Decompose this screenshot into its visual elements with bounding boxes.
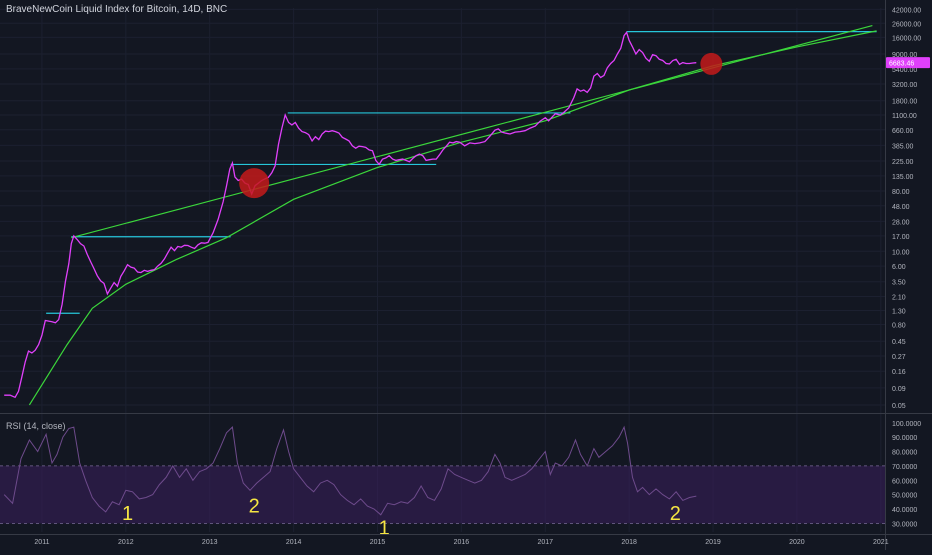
- x-tick-label: 2015: [370, 539, 386, 546]
- x-tick-label: 2020: [789, 539, 805, 546]
- price-tick-label: 0.05: [892, 403, 906, 410]
- x-tick-label: 2014: [286, 539, 302, 546]
- rsi-tick-label: 80.0000: [892, 450, 917, 457]
- price-tick-label: 2.10: [892, 295, 906, 302]
- rsi-annotation: 1: [379, 517, 390, 539]
- rsi-tick-label: 50.0000: [892, 493, 917, 500]
- price-tick-label: 1800.00: [892, 99, 917, 106]
- x-tick-label: 2016: [454, 539, 470, 546]
- price-tick-label: 3.50: [892, 280, 906, 287]
- price-tick-label: 0.80: [892, 323, 906, 330]
- price-tick-label: 80.00: [892, 189, 910, 196]
- x-tick-label: 2012: [118, 539, 134, 546]
- price-tick-label: 225.00: [892, 159, 914, 166]
- rsi-tick-label: 70.0000: [892, 464, 917, 471]
- rsi-tick-label: 40.0000: [892, 507, 917, 514]
- x-tick-label: 2011: [34, 539, 49, 546]
- price-tick-label: 16000.00: [892, 35, 921, 42]
- rsi-band: [0, 465, 885, 524]
- x-tick-label: 2013: [202, 539, 218, 546]
- price-tick-label: 135.00: [892, 174, 914, 181]
- price-tick-label: 17.00: [892, 234, 910, 241]
- rsi-annotation: 2: [670, 503, 681, 525]
- price-tick-label: 28.00: [892, 219, 910, 226]
- price-tick-label: 660.00: [892, 128, 914, 135]
- highlight-circle: [700, 52, 723, 75]
- rsi-tick-label: 30.0000: [892, 521, 917, 528]
- rsi-tick-label: 90.0000: [892, 435, 917, 442]
- x-tick-label: 2019: [705, 539, 721, 546]
- price-tick-label: 6.00: [892, 264, 906, 271]
- trend-line: [71, 25, 873, 239]
- price-tick-label: 1.30: [892, 308, 906, 315]
- price-tick-label: 1100.00: [892, 113, 917, 120]
- price-tick-label: 9000.00: [892, 52, 917, 59]
- current-price-label: 6683.46: [889, 61, 914, 68]
- chart-title: BraveNewCoin Liquid Index for Bitcoin, 1…: [6, 4, 228, 15]
- price-tick-label: 0.27: [892, 354, 906, 361]
- rsi-tick-label: 100.0000: [892, 421, 921, 428]
- price-tick-label: 26000.00: [892, 21, 921, 28]
- price-tick-label: 48.00: [892, 204, 910, 211]
- price-series-line: [4, 31, 697, 399]
- price-tick-label: 5400.00: [892, 67, 917, 74]
- x-tick-label: 2018: [621, 539, 637, 546]
- support-curve: [28, 30, 877, 406]
- rsi-tick-label: 60.0000: [892, 478, 917, 485]
- current-price-badge: [886, 57, 930, 69]
- price-tick-label: 3200.00: [892, 82, 917, 89]
- price-tick-label: 10.00: [892, 249, 910, 256]
- price-tick-label: 0.45: [892, 339, 906, 346]
- rsi-annotation: 1: [122, 503, 133, 525]
- rsi-title: RSI (14, close): [6, 421, 66, 431]
- x-tick-label: 2021: [873, 539, 889, 546]
- rsi-series-line: [3, 425, 697, 516]
- price-tick-label: 42000.00: [892, 7, 921, 14]
- highlight-circle: [239, 168, 270, 199]
- price-tick-label: 385.00: [892, 143, 914, 150]
- price-tick-label: 0.16: [892, 369, 906, 376]
- price-tick-label: 0.09: [892, 386, 906, 393]
- x-tick-label: 2017: [537, 539, 553, 546]
- rsi-annotation: 2: [249, 496, 260, 518]
